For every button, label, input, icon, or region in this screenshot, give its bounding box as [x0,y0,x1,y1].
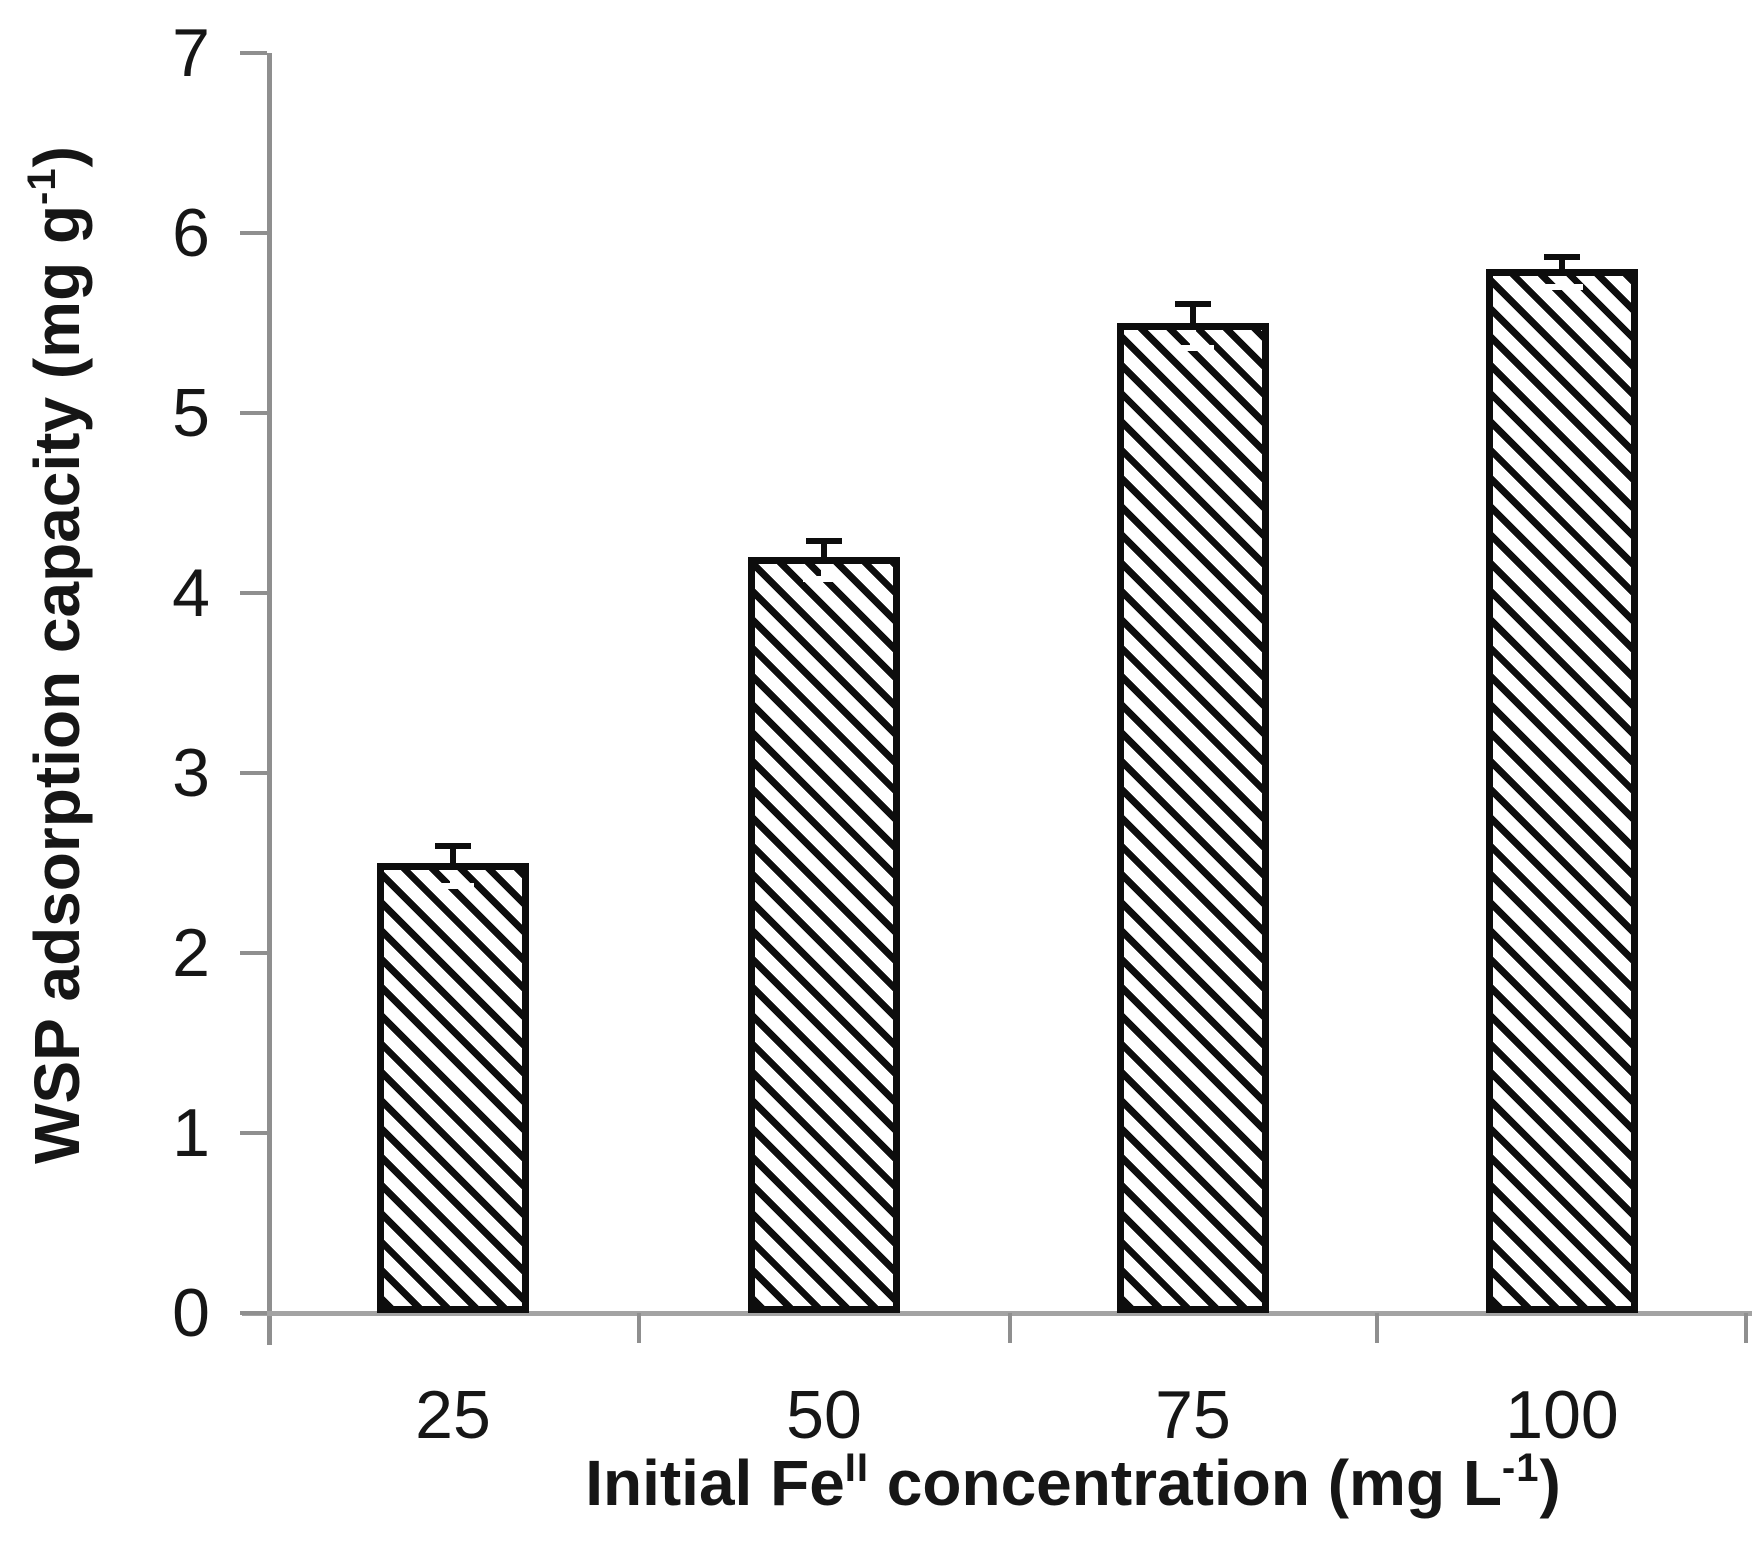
y-axis-title-text: WSP adsorption capacity (mg g [21,204,93,1164]
bar-50 [748,51,900,1313]
error-bar-lower-line [1190,330,1196,346]
y-tick-1 [240,1131,267,1135]
y-tick-2 [240,951,267,955]
y-tick-6 [240,231,267,235]
x-tick-label-50: 50 [786,1377,862,1453]
x-tick-label-25: 25 [415,1377,491,1453]
bar-rect [1117,323,1269,1313]
error-bar-upper-cap [806,538,842,544]
y-tick-label: 3 [172,735,210,811]
x-tick-label-75: 75 [1155,1377,1231,1453]
y-tick-4 [240,591,267,595]
x-axis-line [242,1311,1752,1316]
x-axis-title-superscript-minus1: -1 [1501,1446,1540,1490]
x-axis-title-text: Initial Fe [585,1447,845,1519]
x-tick-1 [637,1313,641,1343]
error-bar-upper-line [1190,307,1196,325]
y-tick-7 [240,51,267,55]
error-bar-upper-cap [1175,301,1211,307]
bar-100 [1486,51,1638,1313]
error-bar-lower-line [1559,276,1565,285]
y-tick-label: 0 [172,1275,210,1351]
x-axis-title-superscript-II: II [844,1446,870,1490]
y-tick-label: 4 [172,555,210,631]
error-bar-lower-line [821,564,827,577]
y-axis-title: WSP adsorption capacity (mg g-1) [20,146,94,1164]
x-tick-2 [1008,1313,1012,1343]
error-bar-upper-cap [435,843,471,849]
bar-rect [377,863,529,1313]
x-tick-3 [1375,1313,1379,1343]
error-bar-upper-line [821,544,827,559]
x-tick-4 [1744,1313,1748,1343]
bar-25 [377,51,529,1313]
y-tick-label: 6 [172,195,210,271]
error-bar-lower-cap [432,883,474,889]
error-bar-lower-cap [1172,345,1214,351]
bar-75 [1117,51,1269,1313]
y-tick-5 [240,411,267,415]
x-tick-label-100: 100 [1505,1377,1619,1453]
y-axis-line [267,53,272,1345]
error-bar-upper-line [1559,260,1565,271]
x-axis-title: Initial FeII concentration (mg L-1) [585,1446,1561,1520]
error-bar-lower-line [450,870,456,884]
error-bar-upper-line [450,849,456,865]
y-axis-title-text: ) [21,146,93,168]
y-tick-label: 7 [172,15,210,91]
bar-rect [748,557,900,1313]
y-tick-label: 5 [172,375,210,451]
y-tick-3 [240,771,267,775]
error-bar-lower-cap [803,576,845,582]
y-tick-0 [240,1311,267,1315]
error-bar-lower-cap [1541,284,1583,290]
y-tick-label: 2 [172,915,210,991]
error-bar-upper-cap [1544,254,1580,260]
x-axis-title-text: concentration (mg L [869,1447,1502,1519]
x-axis-title-text: ) [1539,1447,1561,1519]
bar-rect [1486,269,1638,1313]
y-tick-label: 1 [172,1095,210,1171]
y-axis-title-superscript-minus1: -1 [20,167,64,205]
